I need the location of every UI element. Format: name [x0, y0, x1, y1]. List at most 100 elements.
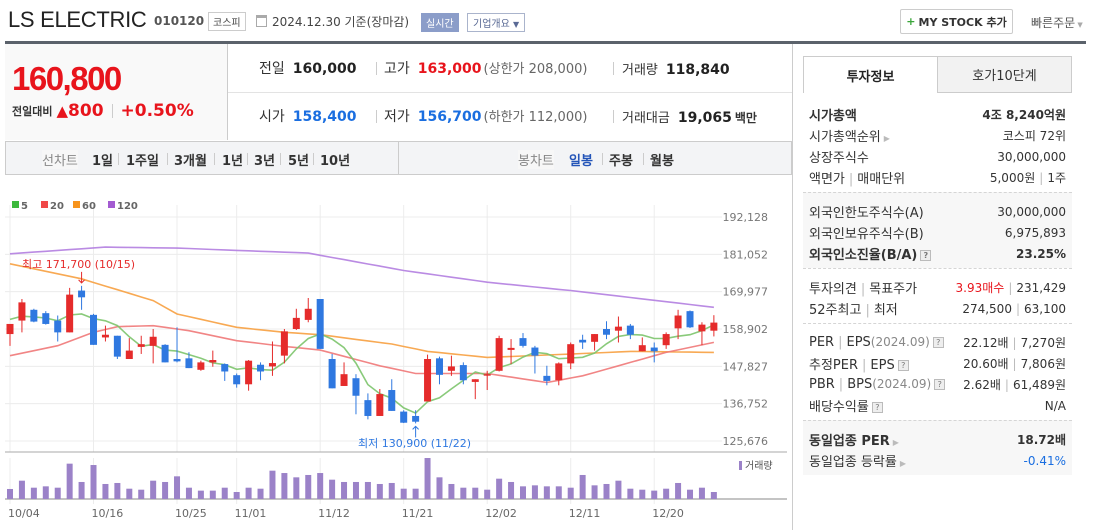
info-row: 시가총액 4조 8,240억원	[803, 104, 1072, 125]
candle-body	[113, 335, 121, 357]
candle-body	[626, 325, 634, 335]
candle	[6, 323, 14, 346]
candle	[173, 327, 181, 363]
quick-order-dropdown[interactable]: 빠른주문 ▼	[1031, 14, 1083, 31]
volume-bar	[233, 491, 240, 499]
candle	[209, 350, 217, 367]
candle-body	[66, 294, 74, 333]
volume-bar	[508, 481, 515, 499]
company-overview-dropdown[interactable]: 기업개요 ▼	[467, 13, 526, 32]
candle-body	[495, 338, 503, 371]
period-1y[interactable]: 1년	[222, 154, 244, 169]
y-tick-label: 125,676	[723, 435, 769, 448]
candle-body	[686, 311, 694, 328]
help-icon[interactable]: ?	[897, 360, 909, 371]
info-row: 동일업종 등락률 ▶ -0.41%	[803, 450, 1072, 471]
candle-monthly[interactable]: 월봉	[650, 154, 674, 169]
tab-investment-info[interactable]: 투자정보	[803, 56, 938, 93]
quick-order-label: 빠른주문	[1031, 16, 1076, 30]
period-3m[interactable]: 3개월	[174, 154, 207, 169]
info-label: 외국인한도주식수(A)	[809, 206, 924, 221]
info-row: 투자의견 | 목표주가 3.93매수 | 231,429	[803, 277, 1072, 298]
info-row: 동일업종 PER ▶ 18.72배	[803, 429, 1072, 450]
market-badge: 코스피	[208, 12, 246, 31]
candle	[292, 308, 300, 331]
info-value: 3.93매수 | 231,429	[955, 281, 1066, 295]
candle-body	[185, 358, 193, 369]
volume-bar	[114, 482, 121, 499]
candle	[471, 379, 479, 400]
info-section: 동일업종 PER ▶ 18.72배 동일업종 등락률 ▶ -0.41%	[803, 420, 1072, 475]
candle-body	[221, 364, 229, 372]
info-row: 상장주식수 30,000,000	[803, 146, 1072, 167]
volume-bar	[710, 492, 717, 499]
candle-body	[388, 390, 396, 411]
tab-order-book[interactable]: 호가10단계	[938, 56, 1072, 93]
legend-swatch	[41, 201, 48, 208]
candle	[519, 333, 527, 348]
low-label: 저가	[384, 109, 410, 125]
as-of-date: 2024.12.30 기준(장마감)	[272, 15, 410, 29]
volume-label: 거래량	[622, 62, 658, 78]
stock-chart[interactable]: 192,128 181,052 169,977 158,902 147,827 136,7…	[0, 175, 792, 530]
candle-body	[459, 365, 467, 381]
y-tick-label: 181,052	[723, 248, 769, 261]
candle-body	[137, 344, 145, 347]
quote-row-2: 시가 158,400 저가 156,700 (하한가 112,000) 거래대금 19,…	[228, 92, 792, 140]
help-icon[interactable]: ?	[934, 379, 946, 390]
prev-label: 전일	[259, 61, 285, 77]
candle	[137, 335, 145, 354]
open-label: 시가	[259, 109, 285, 125]
candle-body	[519, 338, 527, 346]
candle	[531, 345, 539, 374]
info-value: 20.60배 | 7,806원	[963, 357, 1066, 371]
help-icon[interactable]: ?	[920, 250, 932, 261]
candle-weekly[interactable]: 주봉	[609, 154, 633, 169]
volume-bar	[329, 479, 336, 499]
candle	[352, 374, 360, 415]
candle-body	[674, 315, 682, 329]
add-my-stock-button[interactable]: + MY STOCK 추가	[900, 9, 1013, 34]
volume-bar	[197, 490, 204, 499]
realtime-button[interactable]: 실시간	[421, 13, 459, 32]
caret-right-icon[interactable]: ▶	[883, 134, 890, 143]
candle	[483, 370, 491, 391]
candle-body	[471, 379, 479, 382]
period-5y[interactable]: 5년	[288, 154, 310, 169]
caret-right-icon[interactable]: ▶	[899, 459, 907, 468]
period-1w[interactable]: 1주일	[126, 154, 159, 169]
legend-swatch	[108, 201, 115, 208]
help-icon[interactable]: ?	[932, 337, 944, 348]
candle	[650, 342, 658, 363]
info-row: 시가총액순위 ▶ 코스피 72위	[803, 125, 1072, 146]
volume-bar	[627, 488, 634, 499]
candle-body	[209, 360, 217, 363]
legend-swatch	[73, 201, 80, 208]
x-tick-label: 10/04	[8, 507, 40, 520]
info-label: 상장주식수	[809, 151, 869, 166]
candle	[66, 287, 74, 333]
caret-right-icon[interactable]: ▶	[892, 438, 899, 447]
period-1d[interactable]: 1일	[92, 154, 114, 169]
legend-label: 120	[117, 201, 138, 212]
candle-body	[197, 362, 205, 370]
candle	[603, 321, 610, 340]
period-10y[interactable]: 10년	[320, 154, 351, 169]
help-icon[interactable]: ?	[871, 402, 883, 413]
candle-daily[interactable]: 일봉	[569, 154, 593, 169]
info-label: 외국인소진율(B/A)?	[809, 244, 932, 263]
candle-body	[18, 302, 26, 321]
info-value: 18.72배	[1017, 433, 1066, 447]
ma60-line	[9, 263, 714, 359]
candle-body	[483, 374, 491, 376]
candle	[233, 373, 241, 388]
panel-divider	[792, 44, 793, 530]
candle	[125, 338, 133, 360]
candle-body	[543, 375, 551, 381]
candle-body	[698, 324, 706, 332]
legend-label: 20	[50, 201, 64, 212]
candle	[388, 379, 396, 411]
period-3y[interactable]: 3년	[254, 154, 276, 169]
chevron-down-icon: ▼	[1075, 21, 1083, 29]
volume-bar	[412, 488, 419, 499]
